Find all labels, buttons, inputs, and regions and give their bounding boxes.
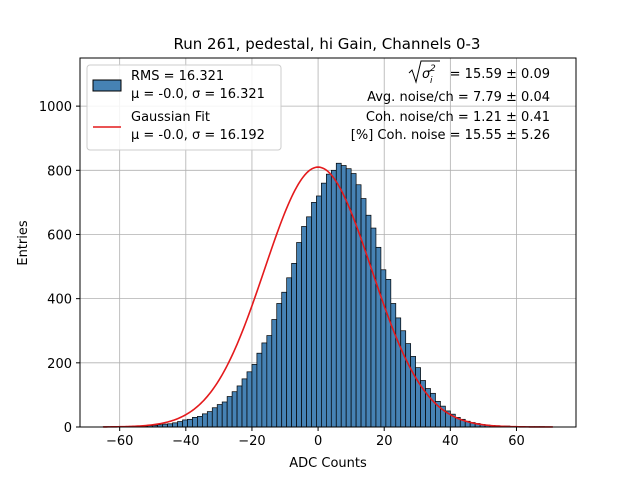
legend-fit-stats: μ = -0.0, σ = 16.192 bbox=[131, 128, 265, 143]
histogram-bar bbox=[321, 182, 327, 428]
histogram-bar bbox=[251, 364, 258, 428]
legend-fit-label: Gaussian Fit bbox=[131, 110, 210, 125]
y-tick-label: 800 bbox=[47, 164, 72, 179]
x-tick-label: 20 bbox=[376, 434, 393, 449]
legend-box bbox=[86, 64, 282, 151]
histogram-bar bbox=[296, 242, 302, 428]
annotation-avg-noise: Avg. noise/ch = 7.79 ± 0.04 bbox=[367, 90, 550, 105]
chart-title: Run 261, pedestal, hi Gain, Channels 0-3 bbox=[174, 35, 481, 53]
histogram-bar bbox=[335, 162, 342, 428]
annotation-sqrt-sigma: = 15.59 ± 0.09 bbox=[450, 67, 550, 82]
histogram-bar bbox=[370, 227, 377, 428]
gaussian-fit-line bbox=[103, 166, 553, 428]
histogram-bar bbox=[375, 246, 382, 428]
histogram-bar bbox=[360, 198, 367, 428]
histogram-bar bbox=[380, 269, 387, 428]
x-axis-ticks: −60 −40 −20 0 20 40 60 bbox=[106, 427, 525, 449]
histogram-bar bbox=[301, 226, 307, 428]
x-axis-label: ADC Counts bbox=[289, 456, 367, 471]
histogram-bar bbox=[187, 418, 193, 428]
y-tick-label: 1000 bbox=[39, 100, 72, 115]
sigma-subscript: i bbox=[430, 76, 433, 86]
histogram-bar bbox=[325, 173, 332, 428]
histogram-bar bbox=[246, 371, 253, 428]
y-tick-label: 400 bbox=[47, 293, 72, 308]
histogram-bar bbox=[390, 303, 397, 428]
sigma-superscript: 2 bbox=[430, 64, 436, 74]
x-tick-label: 60 bbox=[508, 434, 525, 449]
sqrt-sign-icon bbox=[408, 60, 440, 84]
histogram-bar bbox=[236, 385, 243, 428]
sigma-symbol: σ bbox=[422, 67, 431, 82]
x-tick-label: −40 bbox=[172, 434, 199, 449]
histogram-bar bbox=[172, 422, 178, 428]
histogram-bar bbox=[206, 411, 213, 428]
plot-frame bbox=[79, 57, 577, 428]
annotation-coh-noise: Coh. noise/ch = 1.21 ± 0.41 bbox=[366, 110, 550, 125]
histogram-bar bbox=[385, 279, 392, 428]
histogram-bar bbox=[177, 421, 183, 428]
x-tick-label: −20 bbox=[238, 434, 265, 449]
histogram-bar bbox=[261, 342, 268, 428]
x-tick-label: 0 bbox=[314, 434, 322, 449]
y-tick-label: 0 bbox=[64, 421, 72, 436]
histogram-bar bbox=[410, 356, 416, 428]
histogram-bar bbox=[281, 291, 288, 428]
histogram-bar bbox=[182, 419, 188, 428]
histogram-bar bbox=[216, 404, 223, 428]
histogram-bar bbox=[271, 319, 278, 428]
histogram-bar bbox=[286, 277, 292, 428]
histogram-bar bbox=[197, 416, 203, 428]
y-axis-ticks: 0 200 400 600 800 1000 bbox=[39, 100, 80, 436]
histogram-bar bbox=[276, 303, 283, 428]
histogram-bar bbox=[365, 214, 372, 428]
histogram-bar bbox=[231, 391, 238, 428]
histogram-bar bbox=[226, 396, 233, 428]
histogram-bar bbox=[241, 378, 248, 428]
y-tick-label: 200 bbox=[47, 357, 72, 372]
histogram-bar bbox=[201, 413, 208, 428]
legend: RMS = 16.321 μ = -0.0, σ = 16.321 Gaussi… bbox=[86, 64, 282, 151]
histogram-bar bbox=[350, 173, 357, 428]
annotation-coh-noise-percent: [%] Coh. noise = 15.55 ± 5.26 bbox=[351, 128, 550, 143]
legend-histogram-stats: μ = -0.0, σ = 16.321 bbox=[131, 87, 265, 102]
histogram-bar bbox=[291, 263, 297, 428]
histogram-bar bbox=[330, 169, 337, 428]
histogram-bar bbox=[316, 195, 322, 428]
histogram-bar bbox=[400, 330, 407, 428]
histogram-bar bbox=[256, 352, 263, 428]
x-tick-label: 40 bbox=[442, 434, 459, 449]
histogram-bar bbox=[192, 417, 198, 428]
histogram-bar bbox=[211, 407, 218, 428]
histogram-bar bbox=[415, 367, 421, 428]
histogram-bar bbox=[221, 401, 228, 428]
histogram-bar bbox=[405, 343, 412, 428]
legend-histogram-label: RMS = 16.321 bbox=[131, 69, 224, 84]
y-axis-label: Entries bbox=[16, 220, 31, 266]
x-tick-label: −60 bbox=[106, 434, 133, 449]
histogram-bar bbox=[395, 317, 402, 428]
histogram-bar bbox=[340, 165, 347, 428]
histogram-bar bbox=[306, 216, 312, 428]
histogram-bar bbox=[266, 335, 273, 428]
histogram-bar bbox=[311, 202, 317, 428]
legend-histogram-swatch bbox=[92, 79, 122, 92]
histogram-bar bbox=[355, 184, 362, 428]
noise-annotations: σ 2 i = 15.59 ± 0.09 Avg. noise/ch = 7.7… bbox=[351, 60, 550, 143]
y-tick-label: 600 bbox=[47, 228, 72, 243]
sqrt-sigma-symbol: σ 2 i bbox=[408, 60, 440, 86]
